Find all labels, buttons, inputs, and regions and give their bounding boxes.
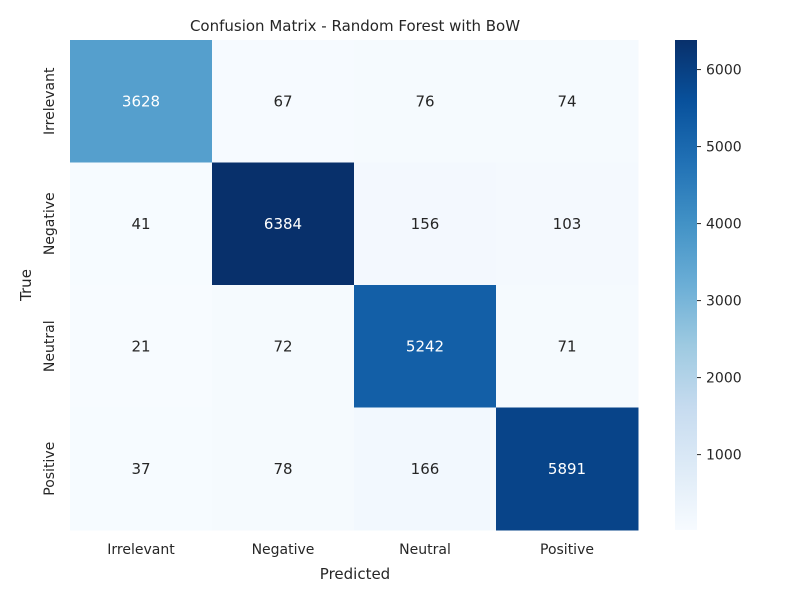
x-tick-label: Positive — [540, 542, 594, 558]
colorbar-gradient — [675, 40, 697, 530]
heatmap-cell — [212, 407, 355, 531]
y-tick-label: Irrelevant — [42, 67, 58, 135]
heatmap-cell-label: 6384 — [264, 215, 302, 233]
heatmap-cell-label: 5891 — [548, 460, 586, 478]
heatmap-cell — [354, 407, 497, 531]
heatmap-cell — [354, 40, 497, 163]
x-tick-label: Neutral — [399, 542, 451, 558]
x-axis-title: Predicted — [320, 565, 390, 583]
colorbar: 1000 2000 3000 4000 5000 6000 — [675, 40, 742, 530]
heatmap-cell-label: 103 — [553, 215, 582, 233]
heatmap-cell — [70, 407, 213, 531]
heatmap-cell — [496, 285, 639, 408]
heatmap-cell-label: 37 — [131, 460, 150, 478]
colorbar-tick-label: 6000 — [706, 63, 742, 79]
colorbar-tick-label: 1000 — [706, 448, 742, 464]
heatmap-cell — [212, 162, 355, 286]
y-axis-title: True — [17, 269, 35, 302]
heatmap-cell — [496, 407, 639, 531]
heatmap-cell — [70, 285, 213, 408]
heatmap-cell — [496, 40, 639, 163]
heatmap-cell-label: 78 — [273, 460, 292, 478]
heatmap-cell — [354, 162, 497, 286]
y-tick-label: Neutral — [42, 320, 58, 372]
heatmap-cell-label: 166 — [411, 460, 440, 478]
y-axis-ticks: Irrelevant Negative Neutral Positive — [42, 67, 58, 496]
heatmap-cell-label: 41 — [131, 215, 150, 233]
colorbar-ticks: 1000 2000 3000 4000 5000 6000 — [697, 63, 742, 464]
heatmap-cell-label: 71 — [557, 337, 576, 355]
x-tick-label: Irrelevant — [107, 542, 175, 558]
heatmap-cell-labels: 3628 67 76 74 41 6384 156 103 21 72 5242 71 37 78 166 5… — [122, 92, 586, 478]
colorbar-tick-label: 4000 — [706, 217, 742, 233]
heatmap-cell-label: 76 — [415, 92, 434, 110]
colorbar-tick-label: 5000 — [706, 140, 742, 156]
heatmap-cell-label: 21 — [131, 337, 150, 355]
chart-title: Confusion Matrix - Random Forest with Bo… — [190, 17, 520, 35]
heatmap-cell — [212, 285, 355, 408]
heatmap-cell — [496, 162, 639, 286]
heatmap-cell-label: 72 — [273, 337, 292, 355]
heatmap-cell-label: 74 — [557, 92, 576, 110]
x-axis-ticks: Irrelevant Negative Neutral Positive — [107, 542, 594, 558]
heatmap-cell-label: 67 — [273, 92, 292, 110]
heatmap-cell-label: 5242 — [406, 337, 444, 355]
heatmap-cell-label: 3628 — [122, 92, 160, 110]
x-tick-label: Negative — [252, 542, 315, 558]
heatmap-cells — [70, 40, 639, 531]
colorbar-tick-label: 3000 — [706, 294, 742, 310]
heatmap-cell — [212, 40, 355, 163]
heatmap-cell — [70, 40, 213, 163]
heatmap-cell-label: 156 — [411, 215, 440, 233]
heatmap-cell — [354, 285, 497, 408]
y-tick-label: Negative — [42, 192, 58, 255]
colorbar-tick-label: 2000 — [706, 371, 742, 387]
y-tick-label: Positive — [42, 442, 58, 496]
heatmap-cell — [70, 162, 213, 286]
